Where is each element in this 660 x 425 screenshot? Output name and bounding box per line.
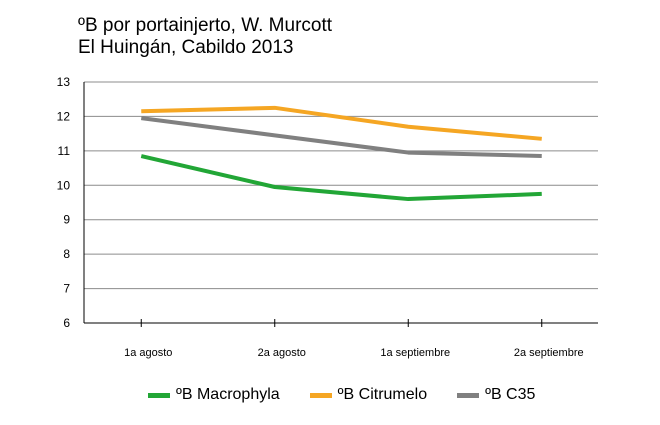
series-line-macrophyla xyxy=(140,154,542,202)
legend-label-macrophyla: ºB Macrophyla xyxy=(176,386,280,403)
legend-label-citrumelo: ºB Citrumelo xyxy=(337,386,428,403)
chart-title-block: ºB por portainjerto, W. Murcott El Huing… xyxy=(78,15,332,59)
legend-item-citrumelo: ºB Citrumelo xyxy=(309,386,428,404)
chart-title: ºB por portainjerto, W. Murcott xyxy=(78,15,333,36)
y-tick-label-11: 11 xyxy=(58,144,71,158)
x-tick-label-1: 2a agosto xyxy=(258,347,306,359)
x-tick-label-0: 1a agosto xyxy=(124,347,172,359)
x-tick-label-3: 2a septiembre xyxy=(514,347,584,359)
legend-item-c35: ºB C35 xyxy=(457,386,535,404)
y-tick-label-7: 7 xyxy=(63,282,70,296)
series-line-c35 xyxy=(140,116,542,159)
y-tick-label-13: 13 xyxy=(57,75,71,89)
y-tick-label-8: 8 xyxy=(63,247,70,261)
chart-subtitle: El Huingán, Cabildo 2013 xyxy=(78,37,294,58)
series-line-citrumelo xyxy=(141,105,542,141)
y-tick-label-6: 6 xyxy=(63,316,70,330)
y-tick-label-12: 12 xyxy=(57,109,71,123)
y-tick-label-9: 9 xyxy=(63,213,70,227)
legend-swatch-c35 xyxy=(457,392,480,398)
legend-label-c35: ºB C35 xyxy=(485,386,536,403)
legend-item-macrophyla: ºB Macrophyla xyxy=(148,386,280,404)
y-tick-label-10: 10 xyxy=(57,178,71,192)
chart-legend: ºB Macrophyla ºB Citrumelo ºB C35 xyxy=(148,386,535,404)
legend-swatch-macrophyla xyxy=(148,392,170,398)
x-tick-label-2: 1a septiembre xyxy=(380,347,450,359)
legend-swatch-citrumelo xyxy=(309,392,332,398)
